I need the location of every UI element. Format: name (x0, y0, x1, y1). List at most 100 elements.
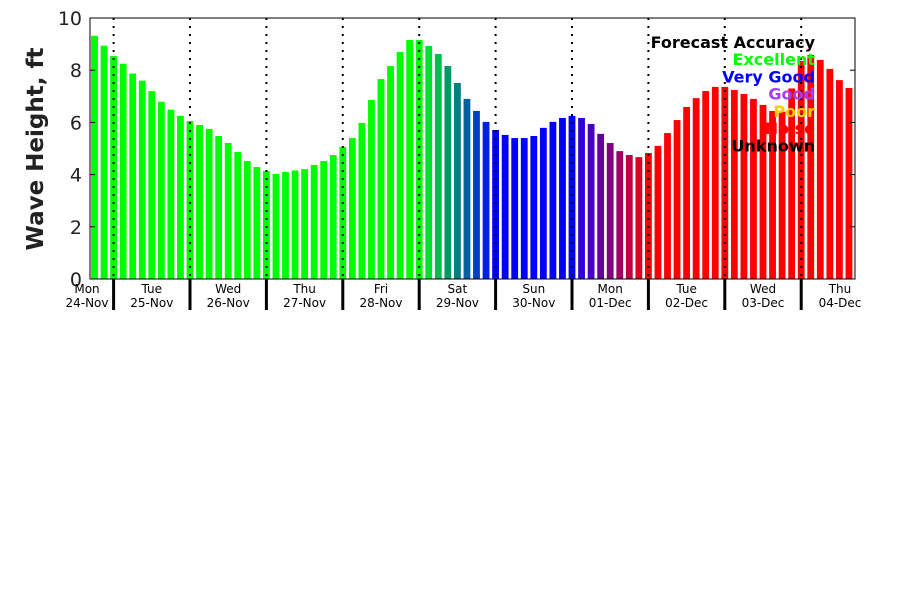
bar (501, 134, 509, 279)
bar (358, 122, 366, 279)
bar (224, 143, 232, 279)
x-tick-label-date: 29-Nov (436, 296, 479, 310)
bar (826, 68, 834, 280)
y-tick-label: 0 (70, 269, 82, 291)
bar (730, 90, 738, 279)
x-tick-label-date: 03-Dec (742, 296, 785, 310)
bar (243, 161, 251, 279)
y-tick-label: 4 (70, 165, 82, 187)
bar (396, 51, 404, 280)
legend-entry-excellent: Excellent (733, 50, 816, 69)
bar (769, 110, 776, 279)
x-tick-label-dow: Fri (374, 282, 388, 296)
bar (167, 109, 175, 280)
bar (702, 91, 710, 279)
bar (377, 79, 385, 279)
bar (597, 133, 605, 279)
legend-entry-poor: Poor (773, 102, 815, 121)
bar (836, 80, 843, 279)
bar (272, 174, 280, 279)
x-tick-label-dow: Sun (522, 282, 545, 296)
bar (807, 55, 815, 280)
bar (816, 60, 824, 280)
bar (119, 63, 127, 279)
bar (339, 146, 347, 279)
legend-entry-noise: Noise (765, 119, 815, 138)
bar (91, 35, 98, 279)
bar (157, 101, 165, 279)
bar (205, 128, 213, 279)
bar (568, 115, 576, 279)
x-tick-label-date: 25-Nov (130, 296, 173, 310)
bar (215, 135, 223, 279)
x-tick-label-dow: Thu (292, 282, 316, 296)
x-tick-label-dow: Mon (74, 282, 99, 296)
bar (138, 80, 146, 279)
day-dividers (112, 18, 803, 279)
x-tick-label-date: 27-Nov (283, 296, 326, 310)
bar (320, 161, 328, 279)
legend-entry-good: Good (768, 85, 815, 104)
x-tick-label-date: 01-Dec (589, 296, 632, 310)
bar (492, 129, 499, 279)
x-tick-label-dow: Tue (675, 282, 697, 296)
bar (329, 155, 337, 279)
bar (721, 86, 729, 280)
bar (645, 152, 652, 279)
bar (186, 121, 194, 279)
bar (148, 91, 156, 279)
x-tick-label-date: 02-Dec (665, 296, 708, 310)
bar (606, 143, 614, 279)
x-axis: Mon24-NovTue25-NovWed26-NovThu27-NovFri2… (65, 279, 861, 310)
bar (425, 45, 433, 279)
y-tick-label: 6 (70, 112, 82, 134)
bar (759, 104, 767, 280)
bar (511, 138, 519, 279)
bar (750, 98, 757, 279)
bar (368, 99, 375, 279)
bar (234, 151, 242, 279)
bar (664, 133, 671, 279)
bar (406, 39, 414, 280)
bar (692, 98, 700, 279)
bar (654, 145, 662, 279)
bar (282, 171, 289, 279)
bar (559, 117, 566, 279)
x-tick-label-dow: Wed (750, 282, 776, 296)
bar (845, 87, 853, 279)
bar (291, 170, 299, 279)
bar (301, 169, 308, 279)
y-tick-label: 8 (70, 60, 82, 82)
bar (129, 73, 137, 279)
x-tick-label-dow: Wed (215, 282, 241, 296)
x-tick-label-date: 28-Nov (359, 296, 402, 310)
bar (434, 54, 442, 279)
bar (482, 121, 490, 280)
legend-title: Forecast Accuracy (651, 33, 816, 52)
x-tick-label-date: 26-Nov (207, 296, 250, 310)
bar (473, 110, 480, 279)
bar (263, 170, 270, 279)
bar (100, 45, 108, 279)
x-tick-label-date: 30-Nov (512, 296, 555, 310)
x-tick-label-dow: Tue (141, 282, 163, 296)
x-tick-label-dow: Mon (598, 282, 623, 296)
bar (587, 123, 595, 279)
y-axis-label: Wave Height, ft (23, 48, 49, 251)
bar (673, 120, 681, 280)
bar (711, 86, 719, 280)
bar (635, 157, 643, 279)
bar (415, 39, 423, 280)
bar (778, 111, 786, 279)
bar (530, 135, 538, 279)
bars (91, 35, 853, 280)
bar (348, 138, 356, 279)
bar (578, 117, 585, 279)
x-tick-label-date: 24-Nov (65, 296, 108, 310)
bar (110, 56, 117, 279)
bar (520, 138, 528, 279)
bar (444, 66, 452, 279)
bar (625, 155, 633, 279)
